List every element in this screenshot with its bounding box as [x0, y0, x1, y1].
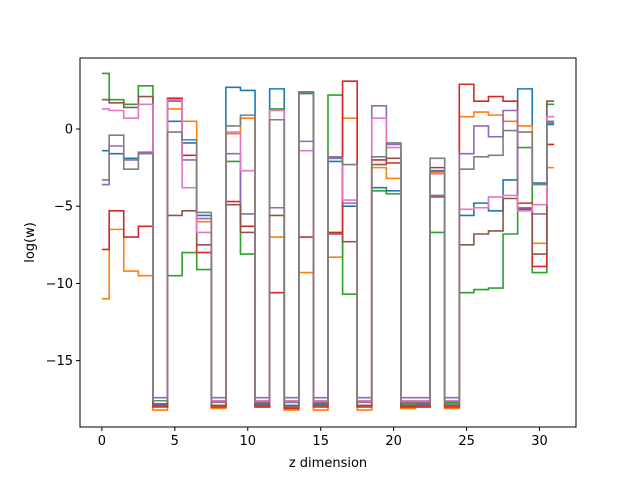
y-tick-label: −10 [46, 277, 73, 292]
x-tick-label: 0 [98, 434, 106, 449]
x-tick-label: 10 [239, 434, 256, 449]
x-tick-label: 25 [458, 434, 475, 449]
series-line-4 [101, 80, 555, 410]
y-tick-label: 0 [65, 123, 73, 138]
x-tick-label: 30 [531, 434, 548, 449]
series-line-8 [101, 91, 555, 405]
y-tick-label: −15 [46, 354, 73, 369]
x-tick-label: 15 [312, 434, 329, 449]
series-line-6 [101, 91, 555, 408]
x-tick-label: 20 [385, 434, 402, 449]
series-layer [101, 72, 555, 411]
y-tick-label: −5 [54, 200, 73, 215]
plot-frame [79, 57, 577, 428]
y-axis-label: log(w) [23, 222, 38, 263]
x-axis-label: z dimension [289, 456, 367, 471]
x-tick-label: 5 [171, 434, 179, 449]
ticks-layer: 0 5 10 15 20 25 30 −15 −10 −5 0 [46, 123, 548, 449]
